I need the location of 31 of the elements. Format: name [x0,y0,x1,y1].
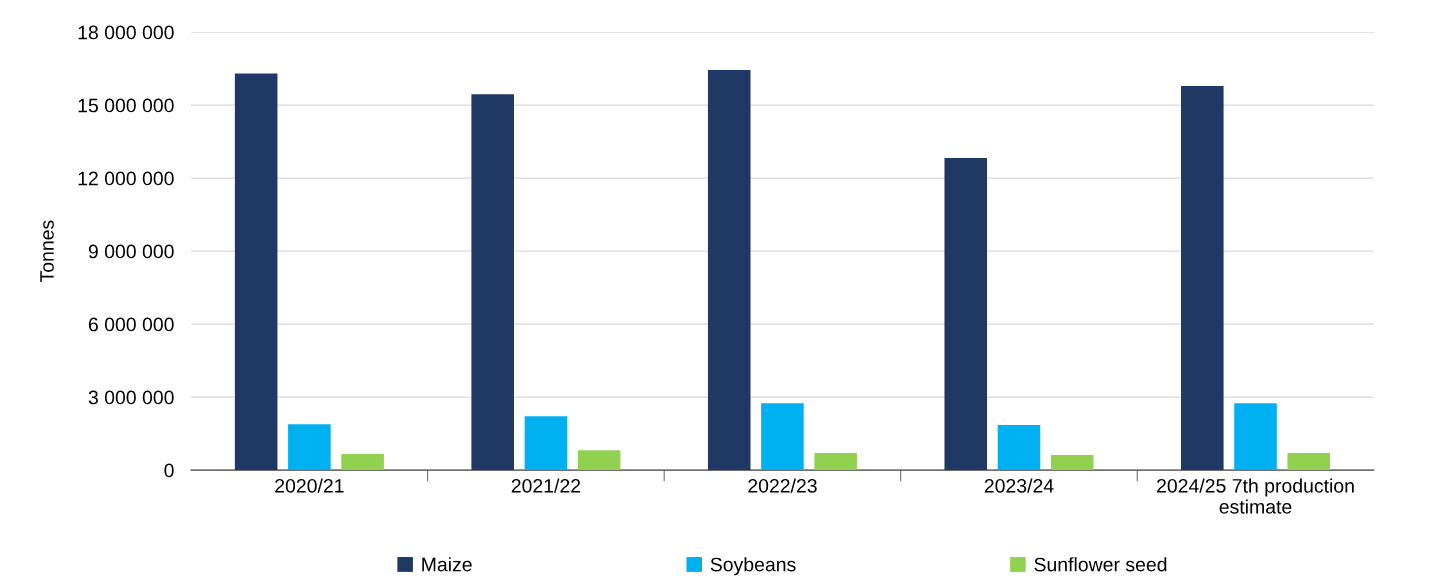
bar [577,450,621,471]
legend-label: Sunflower seed [1034,557,1167,572]
legend-label: Maize [422,557,472,572]
bar [288,424,331,471]
legend-label: Soybeans [710,557,796,576]
y-tick-label: 18 000 000 [78,25,174,40]
y-tick-label: 0 [164,463,174,478]
bar [761,403,804,471]
bar [1287,453,1331,471]
bar [707,70,751,471]
y-tick-label: 9 000 000 [88,244,174,259]
x-tick-label: 2021/22 [511,478,581,493]
y-tick-label: 3 000 000 [88,390,174,405]
bar [1234,403,1277,471]
bar [997,425,1041,471]
bar [471,94,514,471]
y-tick-label: 15 000 000 [78,98,174,113]
bar [1050,455,1094,471]
bar [234,73,278,471]
x-tick-label: 2023/24 [984,478,1054,493]
x-tick-label: 2020/21 [275,478,344,493]
bar [944,157,988,471]
bar [341,454,384,471]
x-tick-label: 2024/25 7th production estimate [1157,478,1354,514]
bar [1181,85,1224,471]
bar [814,453,857,471]
x-tick-label: 2022/23 [748,478,817,493]
y-tick-label: 6 000 000 [88,317,174,332]
y-axis-title: Tonnes [40,220,54,283]
bar [524,416,568,471]
y-tick-label: 12 000 000 [78,171,174,186]
